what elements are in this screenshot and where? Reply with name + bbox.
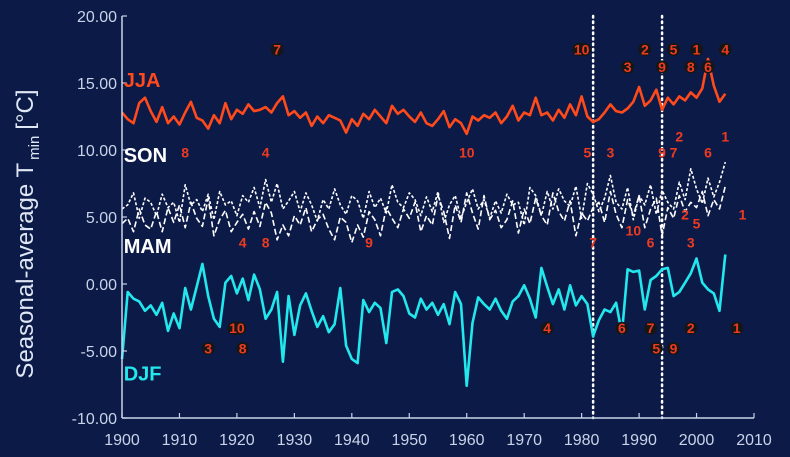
x-tick-label: 1930 — [277, 432, 313, 449]
y-tick-label: 20.00 — [77, 9, 117, 26]
rank-label: 8 — [181, 145, 189, 161]
y-tick-label: 5.00 — [86, 210, 117, 227]
rank-marker-bg — [236, 341, 250, 355]
series-label-djf: DJF — [124, 363, 162, 385]
rank-label: 10 — [626, 222, 642, 238]
rank-marker-bg — [638, 43, 652, 56]
rank-label: 9 — [365, 234, 373, 250]
series-line-jja — [121, 57, 727, 136]
rank-label: 7 — [647, 320, 655, 336]
y-axis-label-main: Seasonal-average T — [12, 163, 39, 379]
rank-label: 5 — [670, 42, 678, 58]
rank-label: 6 — [647, 234, 655, 250]
y-axis-label-sub: min — [26, 136, 43, 160]
rank-label: 2 — [641, 42, 649, 58]
rank-label: 2 — [687, 320, 695, 336]
x-tick-label: 2010 — [736, 432, 772, 449]
rank-marker-bg — [730, 321, 744, 335]
rank-label: 10 — [459, 145, 475, 161]
rank-label: 4 — [262, 145, 270, 161]
rank-marker-bg — [227, 321, 247, 335]
rank-marker-bg — [572, 43, 592, 56]
rank-marker-bg — [684, 321, 698, 335]
rank-label: 10 — [229, 320, 245, 336]
x-tick-label: 1980 — [564, 432, 600, 449]
rank-label: 1 — [733, 320, 741, 336]
rank-marker-bg — [701, 60, 715, 74]
rank-label: 1 — [739, 206, 747, 222]
rank-label: 3 — [204, 340, 212, 356]
series-label-mam: MAM — [124, 236, 172, 258]
y-axis-label-unit: [°C] — [12, 89, 39, 129]
series-line-son — [121, 161, 727, 226]
rank-marker-bg — [540, 321, 554, 335]
y-axis-label: Seasonal-average T min [°C] — [12, 89, 43, 378]
series-labels: JJA SON MAM DJF — [124, 70, 172, 385]
rank-label: 3 — [687, 234, 695, 250]
rank-label: 5 — [583, 145, 591, 161]
rank-marker-bg — [201, 341, 215, 355]
rank-marker-bg — [667, 341, 681, 355]
x-tick-label: 1950 — [391, 432, 427, 449]
rank-label: 8 — [262, 234, 270, 250]
y-tick-label: -10.00 — [72, 411, 117, 428]
rank-marker-bg — [667, 43, 681, 56]
rank-label: 5 — [652, 340, 660, 356]
y-tick-label: 15.00 — [77, 76, 117, 93]
rank-label: 7 — [670, 145, 678, 161]
rank-label: 7 — [273, 42, 281, 58]
rank-label: 6 — [704, 145, 712, 161]
rank-marker-bg — [690, 43, 704, 56]
series-label-son: SON — [124, 145, 167, 167]
rank-label: 8 — [687, 59, 695, 75]
rank-label: 4 — [543, 320, 551, 336]
rank-label: 4 — [721, 42, 729, 58]
rank-label: 1 — [693, 42, 701, 58]
x-tick-label: 1940 — [334, 432, 370, 449]
rank-label: 8 — [239, 340, 247, 356]
rank-label: 6 — [618, 320, 626, 336]
rank-marker-bg — [644, 321, 658, 335]
rank-label: 1 — [721, 129, 729, 145]
series-line-mam — [121, 186, 727, 244]
rank-label: 2 — [681, 206, 689, 222]
y-tick-label: 0.00 — [86, 277, 117, 294]
rank-label: 9 — [658, 59, 666, 75]
rank-label: 5 — [693, 216, 701, 232]
rank-marker-bg — [718, 43, 732, 56]
series-label-jja: JJA — [124, 70, 161, 92]
rank-label: 9 — [658, 145, 666, 161]
rank-label: 2 — [675, 129, 683, 145]
rank-label: 6 — [704, 59, 712, 75]
x-tick-label: 2000 — [679, 432, 715, 449]
rank-label: 3 — [624, 59, 632, 75]
rank-marker-bg — [655, 60, 669, 74]
series-lines — [120, 57, 727, 388]
rank-marker-bg — [649, 341, 663, 355]
rank-label: 7 — [589, 234, 597, 250]
rank-marker-bg — [270, 43, 284, 56]
x-tick-label: 1960 — [449, 432, 485, 449]
rank-label: 3 — [606, 145, 614, 161]
rank-marker-bg — [615, 321, 629, 335]
rank-marker-bg — [684, 60, 698, 74]
x-tick-label: 1900 — [104, 432, 140, 449]
rank-label: 4 — [239, 234, 247, 250]
x-tick-label: 1990 — [621, 432, 657, 449]
rank-marker-bg — [621, 60, 635, 74]
x-tick-label: 1920 — [219, 432, 255, 449]
x-tick-label: 1970 — [506, 432, 542, 449]
rank-label: 9 — [670, 340, 678, 356]
y-tick-label: 10.00 — [77, 143, 117, 160]
series-line-djf — [120, 254, 727, 388]
y-tick-label: -5.00 — [81, 344, 118, 361]
x-tick-label: 1910 — [162, 432, 198, 449]
rank-label: 10 — [574, 42, 590, 58]
